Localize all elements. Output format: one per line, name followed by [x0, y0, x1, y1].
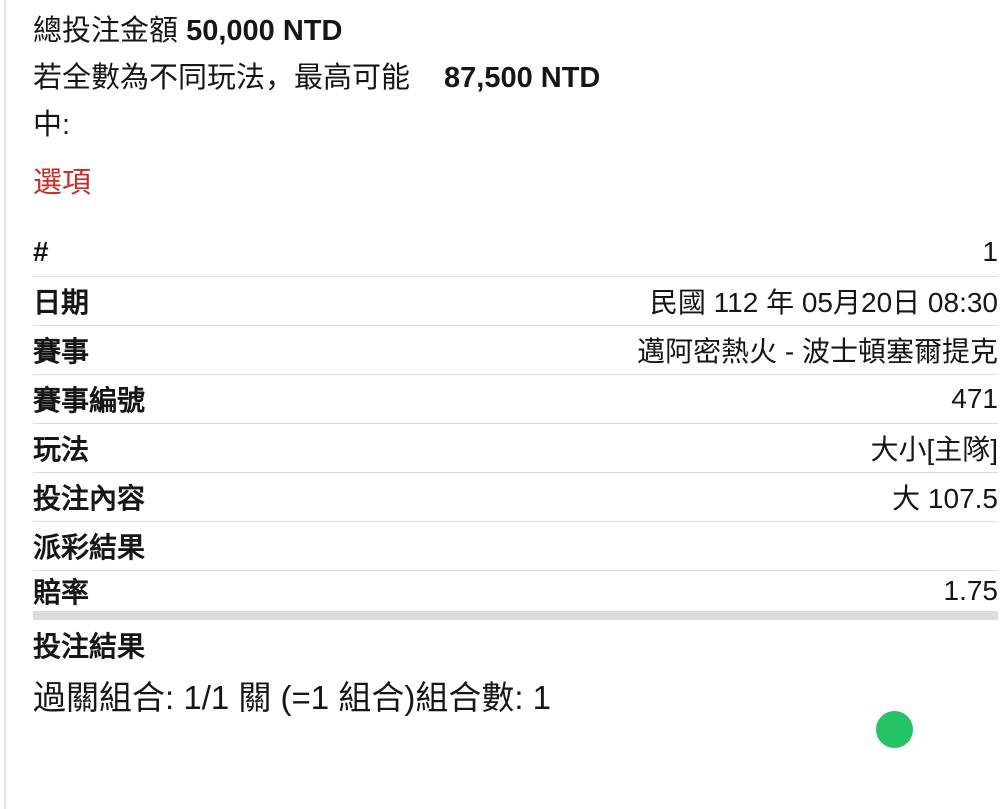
parlay-combination-text: 過關組合: 1/1 關 (=1 組合)組合數: 1: [33, 679, 552, 716]
win-label-line: 中:: [33, 109, 71, 141]
table-row-bet-result: 投注結果: [33, 620, 998, 669]
table-row-event-id: 賽事編號 471: [33, 375, 998, 424]
options-section-title: 選項: [33, 167, 92, 199]
row-label: 賽事編號: [33, 385, 146, 416]
total-stake-label: 總投注金額: [33, 15, 187, 47]
table-row-odds: 賠率 1.75: [33, 571, 998, 620]
row-label: #: [33, 236, 49, 267]
row-label: 投注結果: [33, 630, 146, 662]
row-label: 賠率: [33, 577, 90, 608]
table-row-bet-content: 投注內容 大 107.5: [33, 473, 998, 522]
table-row-payout-result: 派彩結果: [33, 522, 998, 571]
max-win-label: 若全數為不同玩法，最高可能: [33, 62, 411, 94]
row-value: 大小[主隊]: [870, 434, 998, 465]
table-row-date: 日期 民國 112 年 05月20日 08:30: [33, 277, 998, 326]
bet-detail-content: 總投注金額 50,000 NTD 若全數為不同玩法，最高可能 87,500 NTD…: [33, 8, 998, 716]
row-label: 玩法: [33, 434, 90, 465]
total-stake-amount: 50,000 NTD: [186, 15, 343, 47]
bet-table: # 1 日期 民國 112 年 05月20日 08:30 賽事 邁阿密熱火 - …: [33, 228, 998, 669]
row-label: 賽事: [33, 336, 90, 367]
scrollbar[interactable]: [4, 0, 6, 809]
table-row-play-type: 玩法 大小[主隊]: [33, 424, 998, 473]
row-label: 派彩結果: [33, 532, 146, 563]
max-win-line: 若全數為不同玩法，最高可能 87,500 NTD: [33, 55, 998, 102]
bet-summary: 總投注金額 50,000 NTD 若全數為不同玩法，最高可能 87,500 NTD…: [33, 8, 998, 149]
row-label: 日期: [33, 287, 90, 318]
table-row-number: # 1: [33, 228, 998, 277]
status-dot-icon: [876, 711, 913, 748]
row-value: 民國 112 年 05月20日 08:30: [649, 287, 998, 318]
row-value: 1: [982, 236, 998, 267]
table-row-event: 賽事 邁阿密熱火 - 波士頓塞爾提克: [33, 326, 998, 375]
max-win-amount: 87,500 NTD: [444, 62, 601, 94]
row-value: 471: [951, 383, 998, 414]
row-value: 1.75: [943, 575, 999, 606]
row-label: 投注內容: [33, 483, 146, 514]
row-value: 邁阿密熱火 - 波士頓塞爾提克: [637, 336, 998, 367]
total-stake-line: 總投注金額 50,000 NTD: [33, 8, 998, 55]
row-value: 大 107.5: [892, 483, 998, 514]
